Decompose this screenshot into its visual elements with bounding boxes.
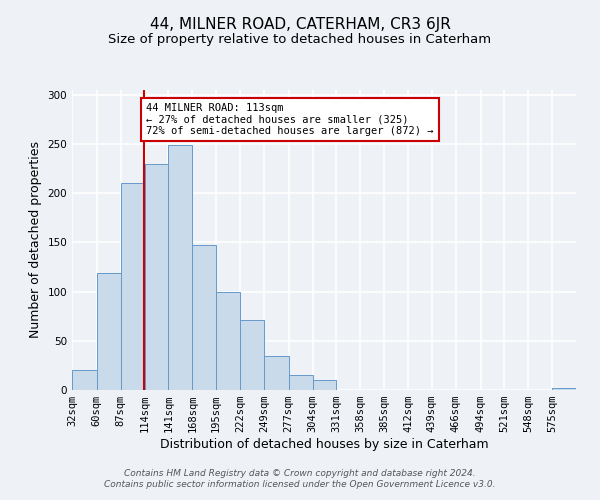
Bar [145, 164, 169, 390]
Text: Contains public sector information licensed under the Open Government Licence v3: Contains public sector information licen… [104, 480, 496, 489]
Bar [72, 370, 97, 390]
Text: Contains HM Land Registry data © Crown copyright and database right 2024.: Contains HM Land Registry data © Crown c… [124, 468, 476, 477]
Bar [216, 292, 240, 390]
Bar [313, 380, 337, 390]
Bar [97, 273, 121, 390]
Bar [552, 388, 576, 390]
Y-axis label: Number of detached properties: Number of detached properties [29, 142, 42, 338]
Bar [240, 320, 264, 390]
Bar [121, 184, 145, 390]
Text: 44, MILNER ROAD, CATERHAM, CR3 6JR: 44, MILNER ROAD, CATERHAM, CR3 6JR [149, 18, 451, 32]
Bar [289, 375, 313, 390]
X-axis label: Distribution of detached houses by size in Caterham: Distribution of detached houses by size … [160, 438, 488, 451]
Bar [264, 356, 289, 390]
Bar [192, 246, 216, 390]
Text: 44 MILNER ROAD: 113sqm
← 27% of detached houses are smaller (325)
72% of semi-de: 44 MILNER ROAD: 113sqm ← 27% of detached… [146, 103, 434, 136]
Bar [169, 145, 192, 390]
Text: Size of property relative to detached houses in Caterham: Size of property relative to detached ho… [109, 32, 491, 46]
